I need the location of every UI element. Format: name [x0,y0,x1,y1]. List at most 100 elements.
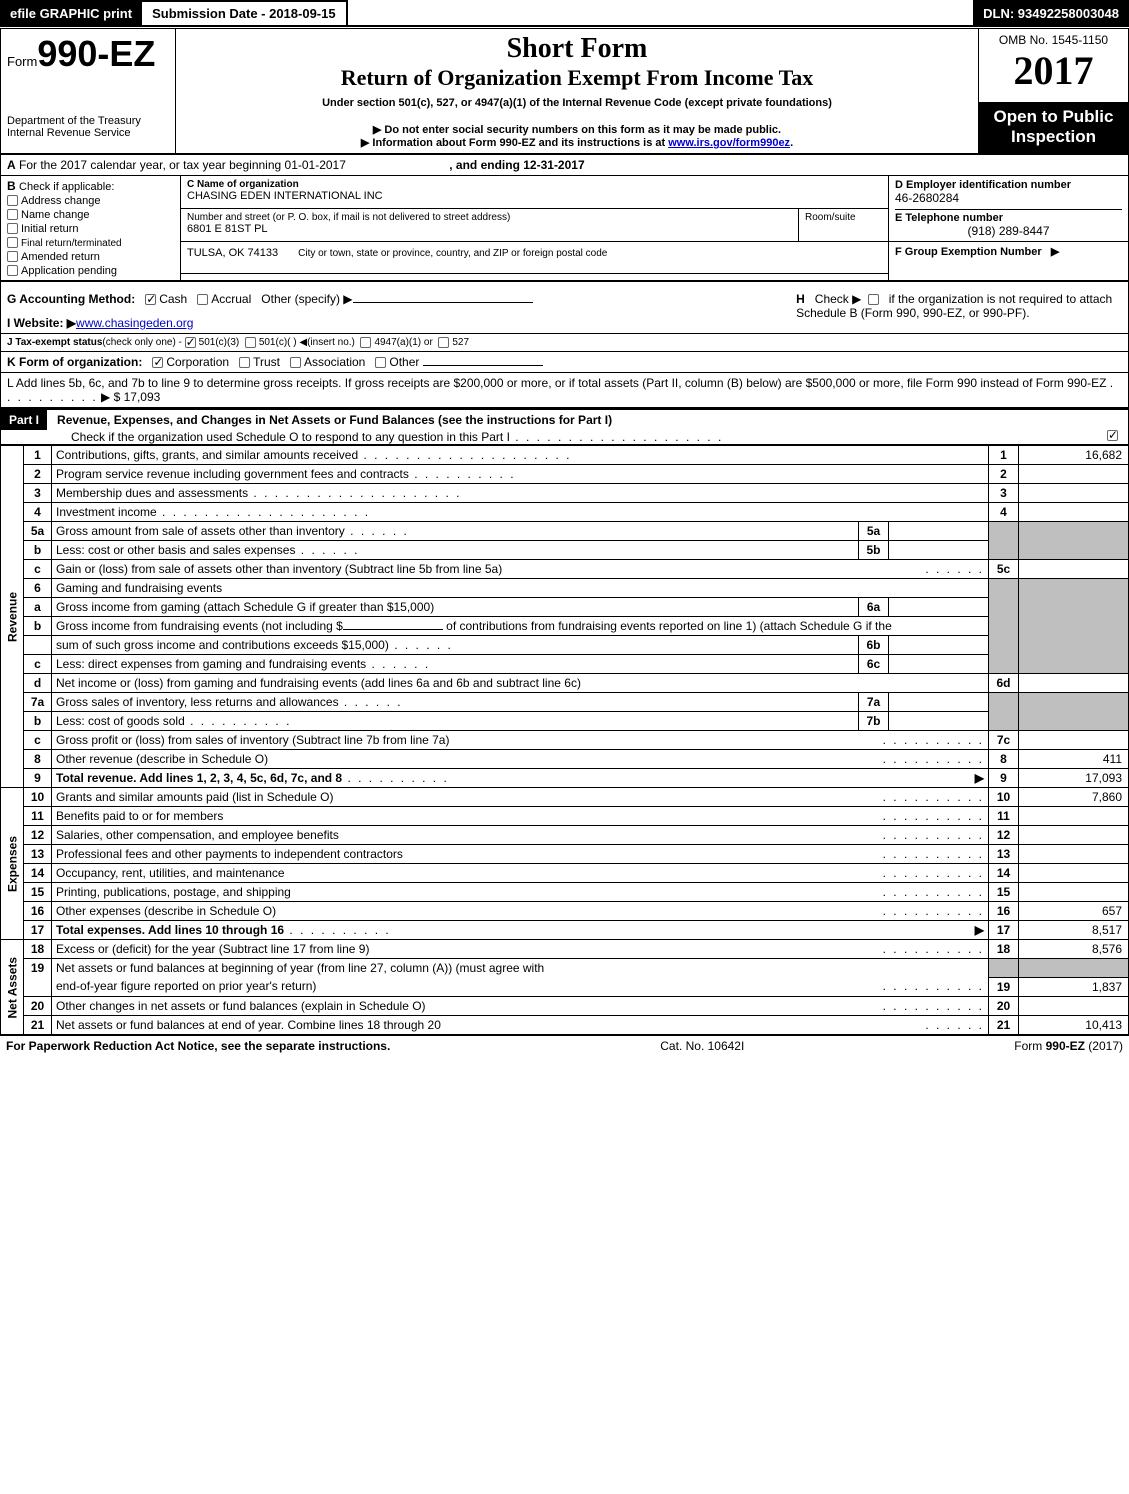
line-7b-desc: Less: cost of goods sold [56,714,185,728]
line-6b-mid: of contributions from fundraising events… [446,619,892,633]
submission-date: Submission Date - 2018-09-15 [142,0,348,27]
check-527[interactable] [438,337,449,348]
line-6b-post: sum of such gross income and contributio… [56,638,389,652]
footer-cat: Cat. No. 10642I [660,1039,744,1053]
check-trust[interactable] [239,357,250,368]
check-cash[interactable] [145,294,156,305]
check-501c[interactable] [245,337,256,348]
line-17-desc: Total expenses. Add lines 10 through 16 [56,923,284,937]
line-9-amt: 17,093 [1019,769,1129,788]
check-final-return[interactable] [7,237,18,248]
open-to-public: Open to Public Inspection [979,102,1129,153]
line-21-desc: Net assets or fund balances at end of ye… [56,1018,441,1032]
d-label: D Employer identification number [895,179,1071,191]
line-6a-desc: Gross income from gaming (attach Schedul… [56,600,434,614]
line-12-desc: Salaries, other compensation, and employ… [56,828,339,842]
line-7a-desc: Gross sales of inventory, less returns a… [56,695,339,709]
dots [883,752,984,766]
form-prefix: Form [7,54,37,69]
k-assoc: Association [304,355,365,369]
line-1-amt: 16,682 [1019,446,1129,465]
f-arrow: ▶ [1051,246,1059,258]
j-label: J Tax-exempt status [7,337,102,348]
efile-label: efile GRAPHIC print [0,0,142,27]
line-6c-desc: Less: direct expenses from gaming and fu… [56,657,366,671]
line-6b-pre: Gross income from fundraising events (no… [56,619,343,633]
check-corp[interactable] [152,357,163,368]
street: 6801 E 81ST PL [187,223,792,235]
line-a-ending: , and ending 12-31-2017 [449,158,584,172]
dots [295,543,359,557]
g-label: G Accounting Method: [7,292,135,306]
note-ssn: ▶ Do not enter social security numbers o… [182,123,972,136]
j-4947: 4947(a)(1) or [374,337,432,348]
check-other[interactable] [375,357,386,368]
expenses-section-label: Expenses [1,788,24,940]
check-amended-return[interactable] [7,251,18,262]
org-name: CHASING EDEN INTERNATIONAL INC [187,190,882,202]
dept-treasury: Department of the Treasury [7,115,169,127]
instructions-link[interactable]: www.irs.gov/form990ez [668,137,790,149]
line-19-desc2: end-of-year figure reported on prior yea… [56,979,316,993]
check-assoc[interactable] [290,357,301,368]
check-501c3[interactable] [185,337,196,348]
line-5b-desc: Less: cost or other basis and sales expe… [56,543,295,557]
part1-title: Revenue, Expenses, and Changes in Net As… [57,413,612,427]
line-19-amt: 1,837 [1019,977,1129,996]
form-number-block: Form990-EZ [7,33,169,75]
line-6b-blank[interactable] [343,629,443,630]
city: TULSA, OK 74133 [187,247,278,259]
dots [339,695,403,709]
check-application-pending[interactable] [7,265,18,276]
l-text: L Add lines 5b, 6c, and 7b to line 9 to … [7,376,1106,390]
line-5c-desc: Gain or (loss) from sale of assets other… [56,562,502,576]
check-initial-return[interactable] [7,223,18,234]
g-accrual: Accrual [211,292,251,306]
subtitle: Under section 501(c), 527, or 4947(a)(1)… [182,97,972,109]
check-address-change[interactable] [7,195,18,206]
omb-number: OMB No. 1545-1150 [985,33,1122,47]
footer-right: Form 990-EZ (2017) [1014,1039,1123,1053]
line-6-desc: Gaming and fundraising events [52,579,989,598]
dots [248,486,461,500]
f-label: F Group Exemption Number [895,246,1042,258]
dots [358,448,571,462]
footer-form-bold: 990-EZ [1046,1039,1085,1053]
dots [925,1018,984,1032]
section-a-to-f: A For the 2017 calendar year, or tax yea… [0,154,1129,281]
j-527: 527 [452,337,469,348]
dots [883,866,984,880]
part1-dots [510,430,723,444]
l-amount: ▶ $ 17,093 [101,390,160,404]
i-label: I Website: ▶ [7,316,76,330]
dln: DLN: 93492258003048 [973,0,1129,27]
part1-check-line: Check if the organization used Schedule … [1,430,510,444]
check-schedule-o[interactable] [1107,430,1118,441]
dots [883,885,984,899]
dots [342,771,449,785]
dots [883,904,984,918]
dots [883,790,984,804]
line-7c-desc: Gross profit or (loss) from sales of inv… [56,733,449,747]
part1-header: Part I Revenue, Expenses, and Changes in… [0,408,1129,445]
dots [883,733,984,747]
check-4947[interactable] [360,337,371,348]
check-name-change[interactable] [7,209,18,220]
b-opt-3: Final return/terminated [21,238,122,249]
k-other-line[interactable] [423,365,543,366]
c-label: C Name of organization [187,179,299,190]
dots [409,467,516,481]
website-link[interactable]: www.chasingeden.org [76,316,193,330]
dots [883,809,984,823]
j-insert: ◀(insert no.) [299,337,354,348]
line-9-desc: Total revenue. Add lines 1, 2, 3, 4, 5c,… [56,771,342,785]
j-501c: 501(c)( ) [259,337,297,348]
check-h[interactable] [868,294,879,305]
g-other-line[interactable] [353,302,533,303]
check-accrual[interactable] [197,294,208,305]
b-opt-4: Amended return [21,251,100,263]
line-10-desc: Grants and similar amounts paid (list in… [56,790,333,804]
section-g-to-l: G Accounting Method: Cash Accrual Other … [0,281,1129,408]
line-6d-desc: Net income or (loss) from gaming and fun… [52,674,989,693]
k-other: Other [389,355,419,369]
